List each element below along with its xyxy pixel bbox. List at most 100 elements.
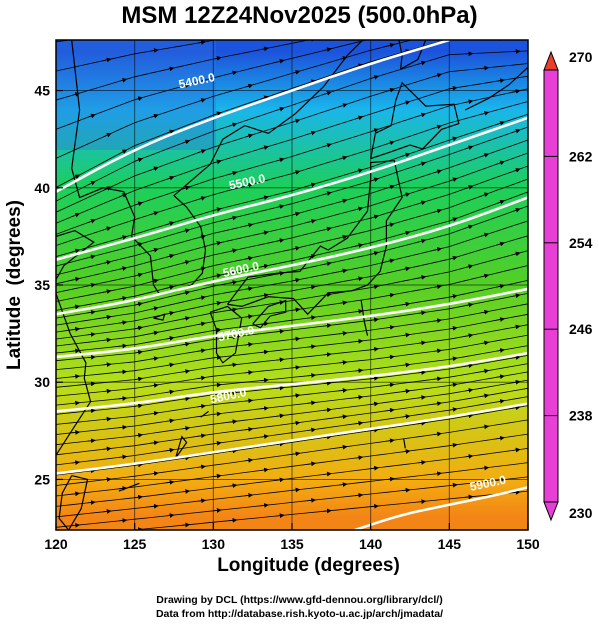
wind-arrow	[197, 498, 206, 504]
y-tick-label: 30	[34, 374, 50, 390]
wind-arrow	[339, 388, 348, 393]
wind-arrow	[323, 292, 332, 298]
wind-arrow	[276, 329, 285, 334]
wind-arrow	[323, 407, 332, 413]
wind-arrow	[87, 309, 96, 315]
wind-arrow	[307, 253, 317, 259]
wind-arrow	[307, 219, 317, 224]
colorbar-bottom-arrow	[543, 501, 559, 522]
wind-arrow	[260, 263, 269, 269]
wind-arrow	[512, 128, 521, 134]
wind-arrow	[354, 338, 364, 344]
wind-arrow	[228, 171, 238, 176]
wind-arrow	[276, 513, 285, 519]
wind-arrow	[244, 370, 254, 375]
height-contour-line	[56, 196, 528, 316]
wind-arrow	[118, 486, 128, 491]
wind-arrow	[480, 153, 490, 158]
wind-arrow	[433, 73, 442, 78]
colorbar: 230 238 246 254 262 270	[543, 49, 593, 522]
wind-arrow	[134, 403, 143, 409]
wind-arrow	[276, 58, 285, 64]
wind-arrow	[244, 426, 254, 432]
wind-arrow	[197, 98, 206, 103]
wind-arrow	[197, 266, 206, 272]
wind-arrow	[150, 383, 159, 388]
wind-arrow	[339, 234, 348, 240]
wind-arrow	[118, 149, 128, 155]
wind-arrow	[134, 494, 143, 500]
wind-arrow	[449, 442, 458, 448]
wind-arrow	[165, 221, 175, 226]
wind-arrow	[402, 21, 410, 22]
wind-arrow	[433, 124, 442, 130]
wind-arrow	[512, 89, 521, 94]
wind-arrow	[103, 509, 112, 514]
height-contours	[56, 40, 528, 530]
y-tick-label: 25	[34, 471, 50, 487]
wind-arrow	[465, 388, 474, 393]
coastline-segment	[58, 475, 89, 530]
wind-arrow	[465, 99, 474, 105]
wind-arrow	[339, 300, 348, 306]
wind-arrow	[87, 180, 96, 186]
wind-arrow	[150, 166, 159, 172]
wind-arrow	[417, 370, 427, 375]
wind-arrow	[87, 408, 96, 414]
x-tick-label: 120	[44, 536, 68, 552]
wind-arrow	[339, 331, 348, 336]
wind-arrow	[307, 427, 317, 433]
x-tick-label: 135	[280, 536, 304, 552]
wind-arrow	[401, 152, 411, 158]
wind-arrow	[433, 284, 442, 290]
wind-arrow	[354, 206, 364, 212]
wind-arrow	[465, 333, 474, 338]
wind-arrow	[512, 447, 521, 453]
wind-arrow	[354, 309, 364, 314]
wind-arrow	[307, 497, 317, 503]
wind-arrow	[197, 149, 206, 154]
wind-arrow	[181, 369, 191, 374]
wind-arrow	[370, 128, 379, 133]
wind-arrow	[72, 11, 80, 12]
wind-arrow	[181, 341, 191, 347]
wind-arrow	[417, 460, 427, 465]
wind-arrow	[181, 489, 191, 494]
wind-arrow	[103, 260, 112, 265]
streamline	[56, 40, 447, 188]
wind-arrow	[433, 208, 442, 214]
wind-arrow	[276, 204, 285, 209]
wind-arrow	[197, 295, 206, 301]
wind-arrow	[496, 374, 505, 380]
wind-arrow	[260, 349, 269, 355]
wind-arrow	[276, 300, 285, 305]
wind-arrow	[354, 168, 364, 174]
wind-arrow	[480, 273, 490, 279]
wind-arrow	[307, 373, 317, 378]
wind-arrow	[512, 293, 521, 299]
wind-arrow	[417, 60, 427, 66]
wind-arrow	[87, 468, 96, 474]
wind-arrow	[370, 375, 379, 381]
height-contour-line	[56, 287, 528, 359]
streamline	[130, 490, 528, 530]
wind-arrow	[417, 238, 427, 244]
wind-arrow	[323, 508, 332, 514]
wind-arrow	[339, 414, 348, 420]
wind-arrow	[165, 253, 175, 259]
wind-arrow	[480, 465, 490, 471]
wind-arrow	[449, 136, 458, 142]
wind-arrow	[370, 75, 379, 80]
wind-arrow	[402, 487, 411, 493]
wind-arrow	[134, 272, 143, 278]
wind-arrow	[166, 389, 175, 395]
colorbar-tick-label: 246	[569, 321, 593, 337]
wind-arrow	[512, 379, 521, 385]
wind-arrow	[386, 354, 395, 360]
wind-arrow	[449, 407, 458, 412]
wind-arrow	[244, 458, 254, 463]
wind-arrow	[370, 251, 379, 256]
wind-arrow	[434, 32, 442, 34]
wind-arrow	[402, 301, 411, 307]
